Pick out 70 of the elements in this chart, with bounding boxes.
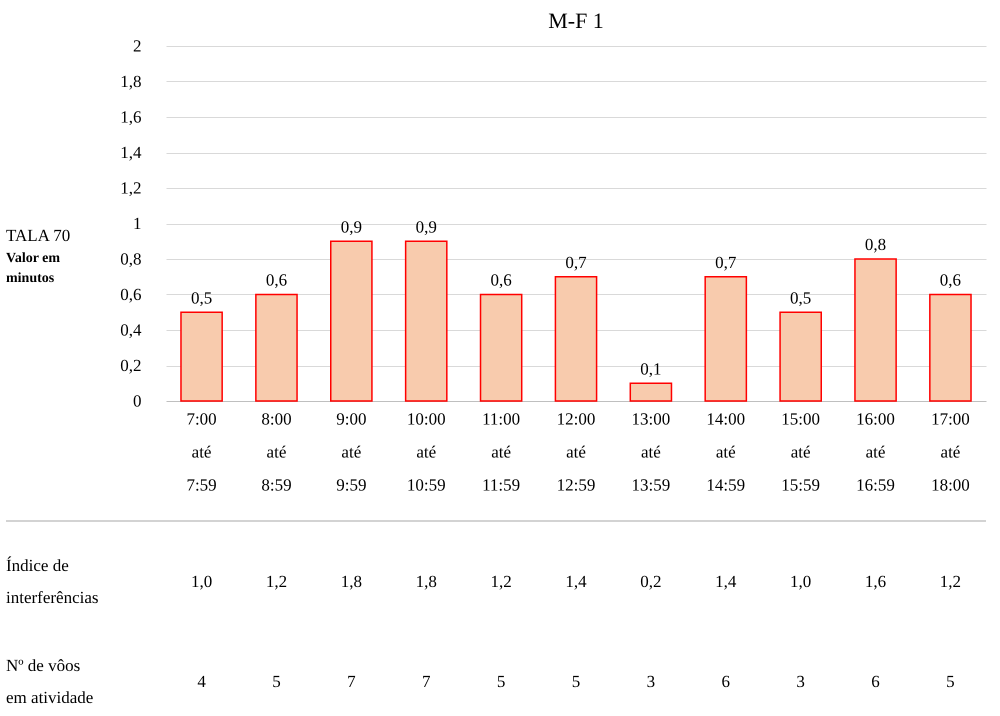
text: Índice de interferências (6, 556, 98, 607)
text: 1,4 (715, 572, 737, 591)
y-axis-title: TALA 70 Valor em minutos (6, 226, 70, 286)
text: 4 (197, 672, 206, 691)
bar (929, 294, 972, 402)
text: 5 (496, 672, 506, 691)
text: 1,8 (340, 572, 362, 591)
text: 1,0 (190, 572, 212, 591)
text: Nº de vôos em atividade (6, 656, 94, 707)
y-tick-label: 1,8 (120, 72, 142, 91)
x-tick-label: 14:00 até 14:59 (706, 410, 746, 494)
y-tick-label: 0 (133, 392, 142, 410)
text: 1,4 (565, 572, 588, 591)
x-tick-label: 12:00 até 12:59 (556, 410, 596, 494)
text: 5 (272, 672, 281, 691)
data-label: 0,5 (190, 288, 212, 308)
bar (180, 312, 223, 402)
y-tick-label: 1 (133, 214, 142, 233)
text: 6 (722, 672, 730, 691)
bar (255, 294, 298, 402)
data-label: 0,6 (490, 270, 512, 290)
y-tick-label: 0,4 (120, 320, 142, 340)
data-label: 0,7 (565, 252, 588, 272)
y-tick-label: 1,2 (120, 178, 142, 198)
data-label: 0,5 (790, 288, 812, 308)
x-tick-label: 11:00 até 11:59 (482, 410, 520, 494)
bar (554, 276, 598, 402)
data-label: 0,6 (266, 270, 288, 290)
text: 1,0 (790, 572, 812, 591)
bar (704, 276, 748, 402)
text: 3 (796, 672, 805, 691)
x-tick-label: 16:00 até 16:59 (856, 410, 895, 494)
bar (404, 240, 448, 402)
x-tick-label: 7:00 até 7:59 (186, 410, 217, 494)
x-tick-label: 15:00 até 15:59 (781, 410, 820, 494)
bar (330, 240, 373, 402)
bar (854, 258, 897, 402)
x-tick-label: 17:00 até 18:00 (931, 410, 970, 494)
chart-title: M-F 1 (548, 8, 604, 33)
text: 7 (422, 672, 431, 691)
text: 6 (871, 672, 880, 691)
data-label: 0,7 (715, 252, 737, 272)
data-label: 0,6 (940, 270, 962, 290)
text: 0,2 (640, 572, 662, 591)
x-tick-label: 9:00 até 9:59 (336, 410, 366, 494)
text: 5 (946, 672, 955, 691)
y-tick-label: 0,6 (120, 285, 142, 304)
data-label: 0,9 (416, 217, 437, 236)
y-tick-label: 0,8 (120, 250, 142, 268)
x-tick-label: 8:00 até 8:59 (261, 410, 292, 494)
text: 1,8 (416, 572, 437, 591)
x-tick-label: 13:00 até 13:59 (632, 410, 670, 494)
text: 3 (646, 672, 656, 691)
y-tick-label: 1,4 (120, 143, 142, 162)
y-tick-label: 1,6 (120, 108, 142, 126)
bar (480, 294, 522, 402)
x-tick-label: 10:00 até 10:59 (406, 410, 446, 494)
text: 1,2 (940, 572, 962, 591)
text: 1,2 (266, 572, 288, 591)
y-tick-label: 0,2 (120, 356, 142, 375)
data-label: 0,1 (640, 359, 662, 378)
y-tick-label: 2 (133, 36, 142, 56)
bar (630, 382, 672, 402)
data-label: 0,9 (340, 217, 362, 236)
text: 5 (572, 672, 580, 691)
text: 1,2 (490, 572, 512, 591)
data-label: 0,8 (864, 235, 886, 254)
text: 7 (347, 672, 356, 691)
bar (779, 312, 822, 402)
text: 1,6 (864, 572, 886, 591)
